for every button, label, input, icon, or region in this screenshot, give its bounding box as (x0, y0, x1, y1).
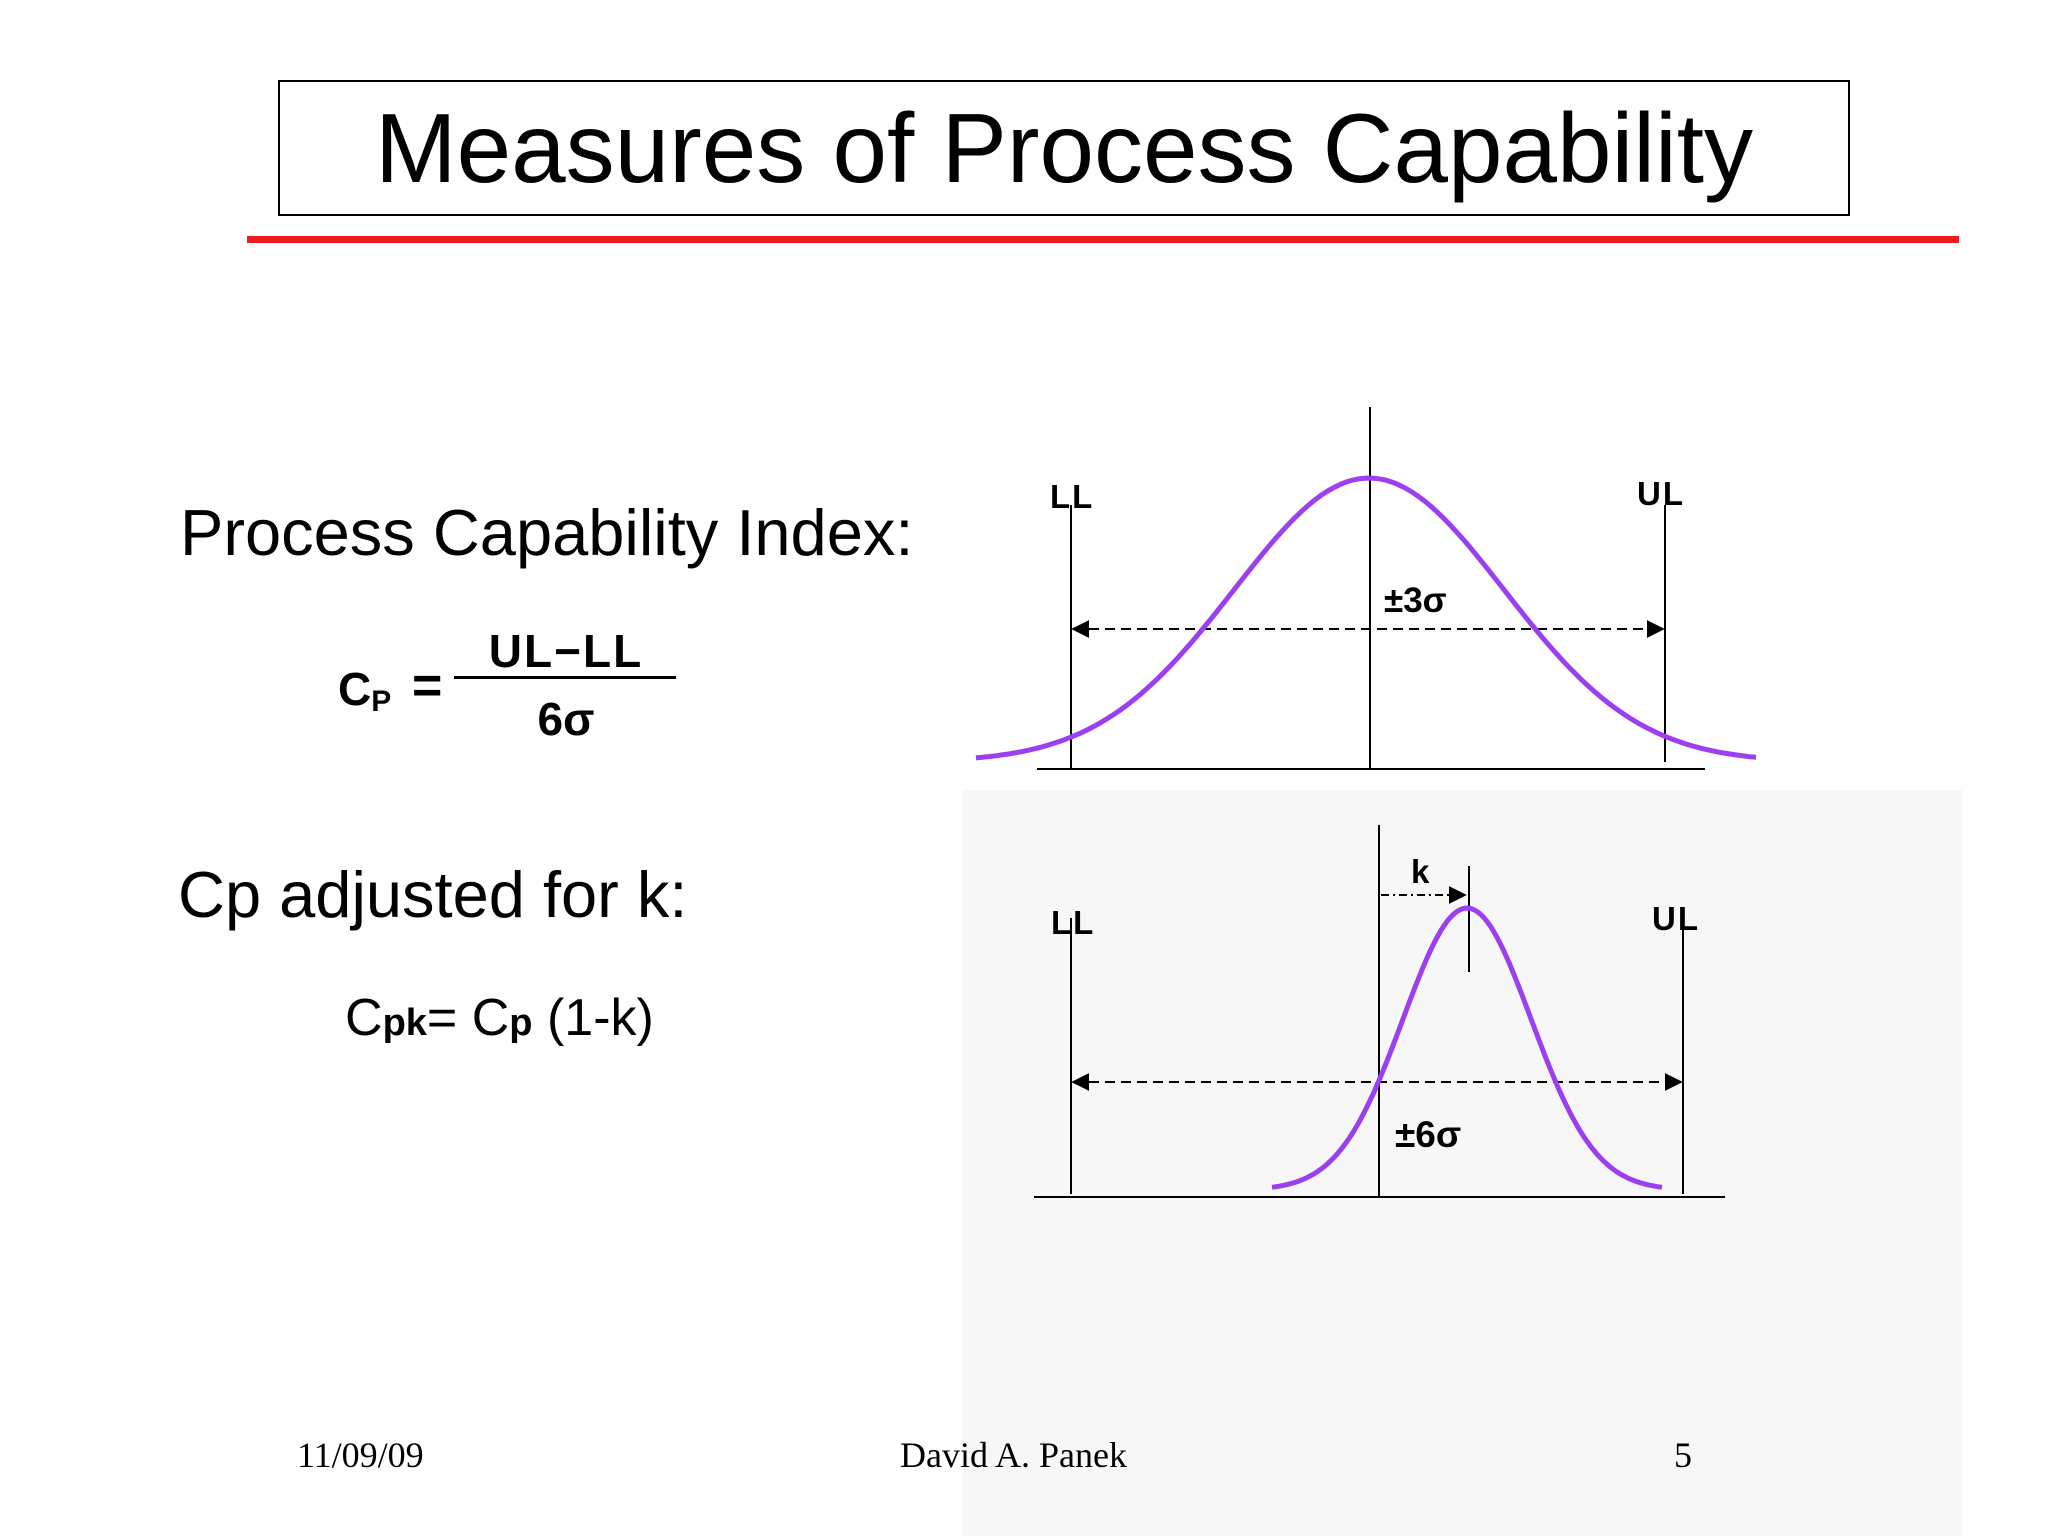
title-underline (247, 236, 1959, 243)
cp-denominator: 6σ (537, 693, 595, 745)
cp-formula: CP = UL−LL 6σ (338, 620, 676, 760)
diagram-background-panel (962, 790, 1962, 1536)
bottom-distribution-diagram: LL UL k ±6σ (1034, 825, 1725, 1198)
bottom-ul-label: UL (1652, 900, 1700, 937)
bottom-ll-label: LL (1051, 904, 1095, 941)
bottom-spread-label: ±6σ (1395, 1114, 1461, 1155)
cp-symbol-letter: C (338, 663, 372, 715)
top-spread-label: ±3σ (1384, 581, 1447, 620)
bottom-normal-curve (1271, 905, 1663, 1190)
top-ul-label: UL (1637, 475, 1685, 512)
cp-symbol: CP (338, 662, 391, 719)
cpk-equals: = C (426, 989, 510, 1047)
k-label: k (1411, 853, 1430, 890)
cp-subscript-p: p (509, 1002, 533, 1044)
top-ll-label: LL (1050, 478, 1094, 515)
cpk-tail: (1-k) (532, 989, 654, 1047)
cpk-section-label: Cp adjusted for k: (178, 858, 688, 931)
top-normal-curve (975, 475, 1757, 761)
title-box: Measures of Process Capability (278, 80, 1850, 216)
cpk-subscript: pk (382, 1002, 427, 1044)
cp-equals: = (412, 657, 443, 715)
top-distribution-diagram: LL UL ±3σ (975, 407, 1757, 770)
cp-numerator: UL−LL (488, 625, 644, 677)
footer-page-number: 5 (1674, 1435, 1692, 1475)
footer-date: 11/09/09 (297, 1435, 424, 1475)
slide-title: Measures of Process Capability (374, 93, 1754, 203)
footer-author: David A. Panek (900, 1435, 1127, 1475)
fraction-bar (454, 676, 676, 679)
cp-symbol-subscript: P (371, 685, 392, 718)
cp-section-label: Process Capability Index: (180, 496, 914, 569)
cpk-c: C (345, 989, 383, 1047)
cpk-formula: Cpk= Cp (1-k) (345, 988, 654, 1048)
